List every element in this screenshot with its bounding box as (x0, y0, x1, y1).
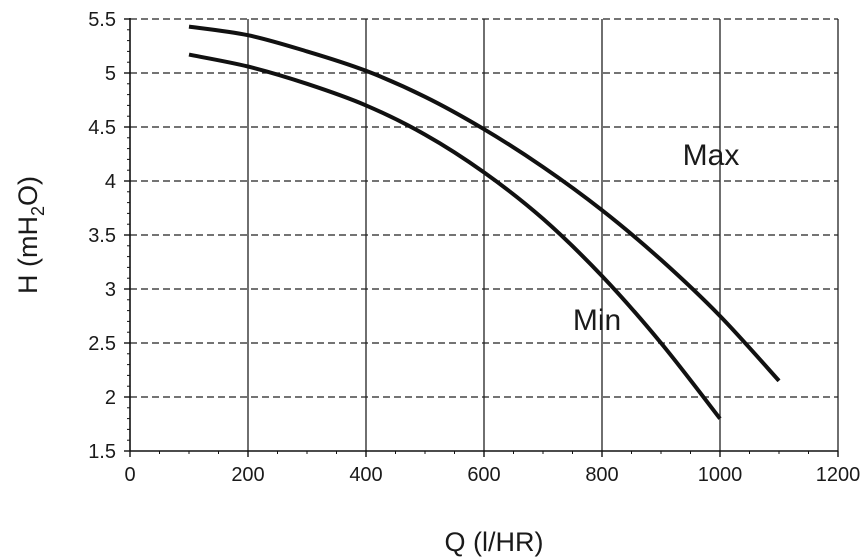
x-tick-label: 800 (585, 464, 618, 486)
x-tick-label: 1200 (816, 464, 861, 486)
series-line-min (188, 52, 722, 420)
y-tick-label: 3.5 (88, 225, 116, 247)
y-tick-label: 4 (105, 171, 116, 193)
y-tick-label: 5 (105, 63, 116, 85)
y-axis-title-end: O) (13, 176, 43, 206)
y-tick-label: 5.5 (88, 9, 116, 31)
axes (124, 18, 839, 457)
y-tick-labels: 1.5 2 2.5 3 3.5 4 4.5 5 5.5 (88, 9, 116, 463)
y-axis-title: H (mH2O) (13, 176, 48, 294)
y-tick-label: 4.5 (88, 117, 116, 139)
y-tick-label: 2.5 (88, 333, 116, 355)
series-line-max (188, 24, 781, 383)
x-axis-title: Q (l/HR) (445, 527, 544, 557)
x-tick-label: 600 (467, 464, 500, 486)
y-tick-label: 3 (105, 279, 116, 301)
series-lines (188, 24, 781, 420)
y-tick-label: 1.5 (88, 441, 116, 463)
grid (130, 18, 839, 451)
x-tick-label: 400 (349, 464, 382, 486)
y-tick-label: 2 (105, 387, 116, 409)
x-tick-labels: 0 200 400 600 800 1000 1200 (124, 464, 860, 486)
series-label-max: Max (683, 139, 740, 172)
y-axis-title-subscript: 2 (28, 206, 48, 216)
x-tick-label: 200 (231, 464, 264, 486)
x-tick-label: 1000 (698, 464, 743, 486)
series-label-min: Min (573, 304, 621, 337)
x-tick-label: 0 (124, 464, 135, 486)
y-axis-title-main: H (mH (13, 216, 43, 294)
